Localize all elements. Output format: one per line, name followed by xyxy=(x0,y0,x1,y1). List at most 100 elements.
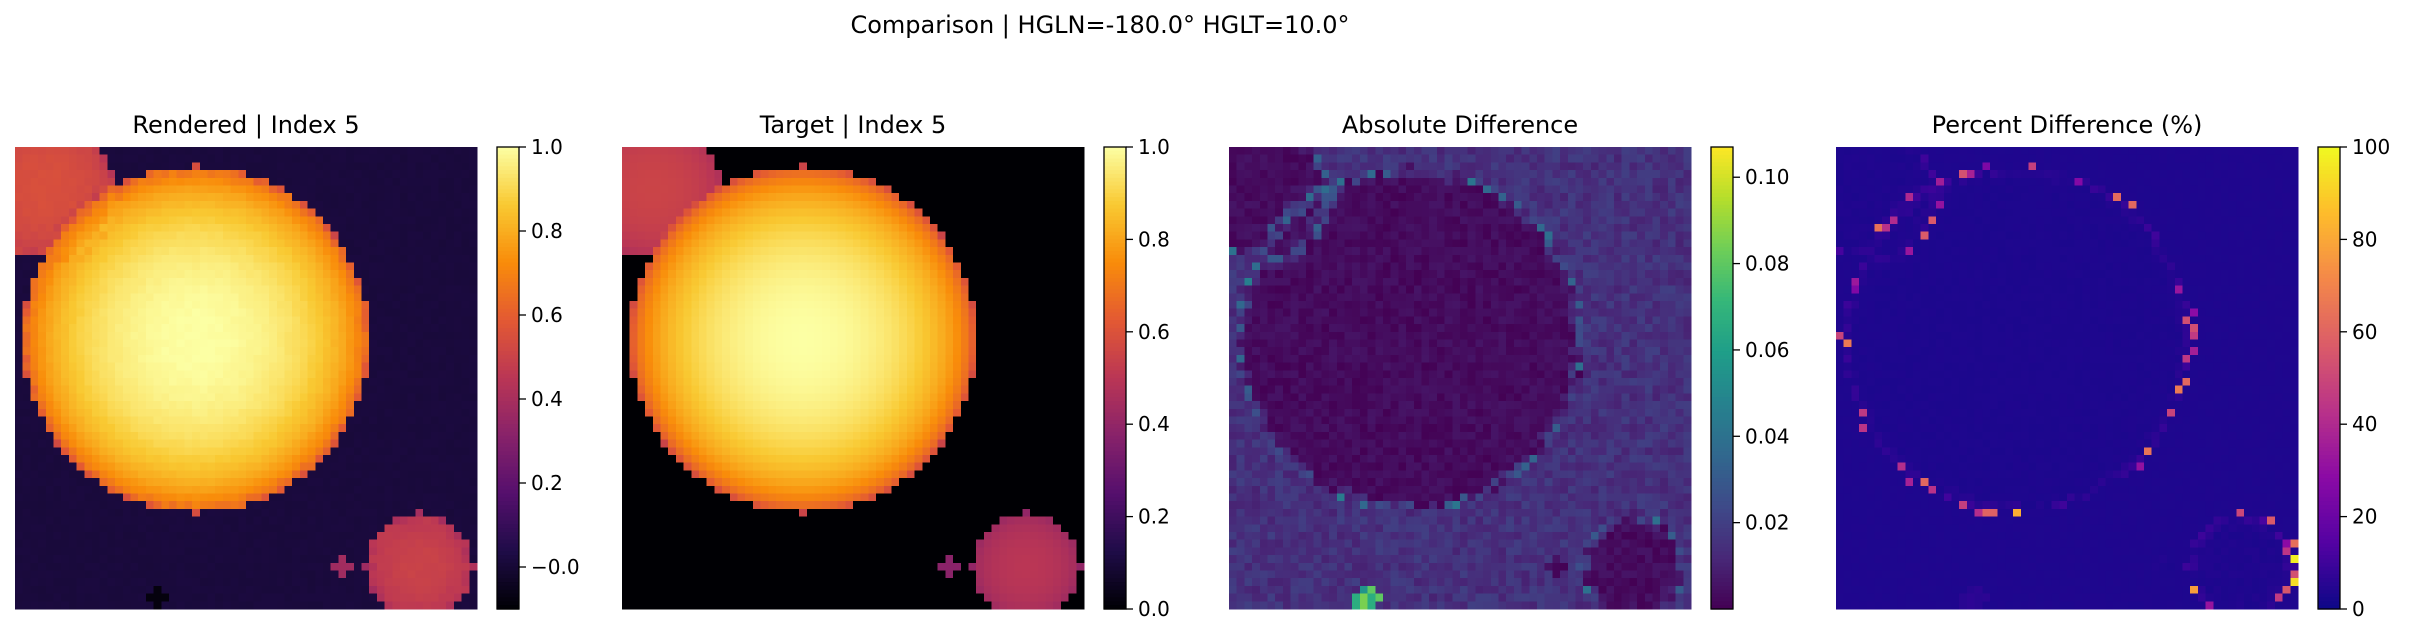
heatmap-pixel xyxy=(376,393,386,402)
heatmap-pixel xyxy=(61,508,70,518)
heatmap-pixel xyxy=(446,293,455,302)
heatmap-pixel xyxy=(261,154,270,163)
heatmap-pixel xyxy=(376,578,386,587)
heatmap-pixel xyxy=(92,154,101,163)
heatmap-pixel xyxy=(138,547,147,556)
heatmap-pixel xyxy=(284,555,293,564)
heatmap-pixel xyxy=(968,154,977,163)
heatmap-pixel xyxy=(945,224,954,233)
heatmap-pixel xyxy=(1037,239,1047,248)
heatmap-pixel xyxy=(645,147,654,156)
heatmap-pixel xyxy=(315,416,324,425)
heatmap-pixel xyxy=(461,439,470,448)
heatmap-pixel xyxy=(68,370,78,379)
heatmap-pixel xyxy=(438,493,447,502)
heatmap-pixel xyxy=(230,216,239,225)
heatmap-pixel xyxy=(284,593,293,602)
heatmap-pixel xyxy=(199,293,209,302)
heatmap-pixel xyxy=(307,416,316,425)
heatmap-pixel xyxy=(153,370,162,379)
heatmap-pixel xyxy=(1007,193,1016,202)
heatmap-pixel xyxy=(706,177,715,187)
heatmap-pixel xyxy=(629,231,638,240)
heatmap-pixel xyxy=(346,585,355,595)
heatmap-pixel xyxy=(45,200,55,210)
colorbar-segment xyxy=(497,374,519,379)
heatmap-pixel xyxy=(176,170,185,179)
heatmap-pixel xyxy=(99,200,108,210)
heatmap-pixel xyxy=(1037,185,1047,194)
heatmap-pixel xyxy=(968,277,977,287)
heatmap-pixel xyxy=(860,170,869,179)
heatmap-pixel xyxy=(199,154,209,163)
heatmap-pixel xyxy=(829,162,839,171)
heatmap-pixel xyxy=(76,593,85,602)
heatmap-pixel xyxy=(323,508,332,518)
heatmap-pixel xyxy=(315,354,324,364)
heatmap-pixel xyxy=(376,439,386,448)
heatmap-pixel xyxy=(184,270,193,279)
heatmap-pixel xyxy=(315,254,324,264)
heatmap-pixel xyxy=(269,562,278,572)
heatmap-pixel xyxy=(145,370,155,379)
heatmap-pixel xyxy=(107,254,116,264)
heatmap-pixel xyxy=(261,447,270,456)
heatmap-pixel xyxy=(876,247,885,256)
heatmap-pixel xyxy=(745,216,754,225)
heatmap-pixel xyxy=(207,470,216,479)
heatmap-pixel xyxy=(407,285,416,294)
heatmap-pixel xyxy=(953,185,962,194)
heatmap-pixel xyxy=(438,508,447,518)
heatmap-pixel xyxy=(138,485,147,495)
heatmap-pixel xyxy=(906,200,916,210)
heatmap-pixel xyxy=(645,185,654,194)
heatmap-pixel xyxy=(729,170,739,179)
heatmap-pixel xyxy=(991,224,1000,233)
heatmap-pixel xyxy=(438,555,447,564)
heatmap-pixel xyxy=(307,200,316,210)
heatmap-pixel xyxy=(53,293,62,302)
heatmap-pixel xyxy=(169,524,178,533)
heatmap-pixel xyxy=(353,331,363,341)
heatmap-pixel xyxy=(392,455,401,464)
heatmap-pixel xyxy=(968,147,977,156)
heatmap-pixel xyxy=(184,185,193,194)
heatmap-pixel xyxy=(292,485,301,495)
heatmap-pixel xyxy=(376,516,386,525)
heatmap-pixel xyxy=(15,462,24,471)
heatmap-pixel xyxy=(384,524,393,533)
heatmap-pixel xyxy=(392,162,401,171)
heatmap-pixel xyxy=(768,154,777,163)
heatmap-pixel xyxy=(115,524,124,533)
heatmap-pixel xyxy=(84,585,93,595)
heatmap-pixel xyxy=(145,162,155,171)
heatmap-pixel xyxy=(115,470,124,479)
heatmap-pixel xyxy=(53,447,62,456)
heatmap-pixel xyxy=(438,547,447,556)
heatmap-pixel xyxy=(292,216,301,225)
heatmap-pixel xyxy=(307,485,316,495)
heatmap-pixel xyxy=(99,324,108,333)
heatmap-pixel xyxy=(1076,293,1085,302)
heatmap-pixel xyxy=(822,285,831,294)
heatmap-pixel xyxy=(176,154,185,163)
heatmap-pixel xyxy=(199,539,209,548)
heatmap-pixel xyxy=(346,224,355,233)
heatmap-pixel xyxy=(968,293,977,302)
heatmap-pixel xyxy=(115,401,124,410)
heatmap-pixel xyxy=(53,555,62,564)
heatmap-pixel xyxy=(261,293,270,302)
heatmap-pixel xyxy=(130,555,139,564)
heatmap-pixel xyxy=(392,378,401,387)
heatmap-pixel xyxy=(430,262,440,271)
heatmap-pixel xyxy=(384,555,393,564)
heatmap-pixel xyxy=(238,508,247,518)
heatmap-pixel xyxy=(215,354,224,364)
heatmap-pixel xyxy=(353,247,363,256)
heatmap-pixel xyxy=(853,285,862,294)
heatmap-pixel xyxy=(330,493,339,502)
heatmap-pixel xyxy=(860,193,869,202)
heatmap-pixel xyxy=(307,501,316,510)
heatmap-pixel xyxy=(176,385,185,394)
